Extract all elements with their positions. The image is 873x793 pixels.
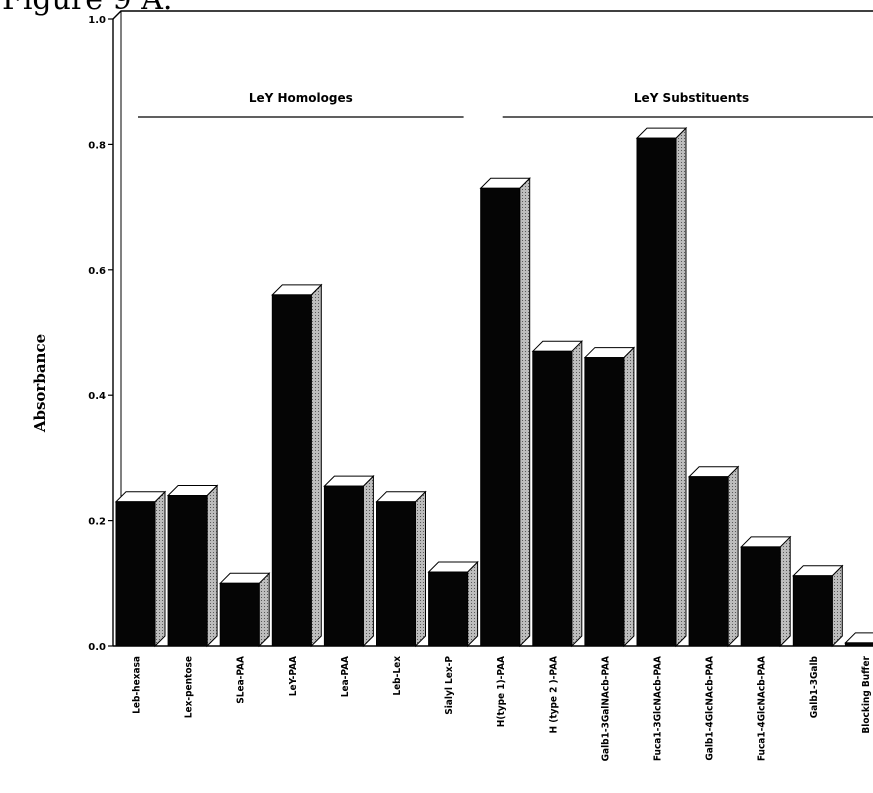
bar-front <box>167 495 208 647</box>
bar-side <box>519 177 531 648</box>
bar-front <box>271 294 312 647</box>
bar-front <box>740 546 781 647</box>
bar-front <box>115 501 156 647</box>
chart-top-edge <box>112 10 873 20</box>
bar <box>792 564 844 648</box>
bar-side <box>362 474 374 648</box>
group-annotations: LeY Homologes LeY Substituents <box>138 91 873 118</box>
figure-label: Figure 9 A. <box>2 0 172 17</box>
bar-side <box>310 283 322 648</box>
x-tick-label: H (type 2 )-PAA <box>548 656 559 733</box>
x-tick-label: SLea-PAA <box>236 656 247 704</box>
x-tick-label: Leb-hexasa <box>132 656 143 714</box>
bar <box>844 632 873 647</box>
group-label: LeY Homologes <box>249 91 353 105</box>
group-annotation: LeY Homologes <box>138 91 464 118</box>
y-tick-label: 0.2 <box>88 517 106 528</box>
y-axis: 0.0 0.2 0.4 0.6 0.8 1.0 <box>88 15 113 653</box>
bar-side <box>467 560 479 648</box>
x-tick-label: Blocking Buffer <box>861 655 872 733</box>
bar-front <box>584 357 625 647</box>
x-tick-label: Leb-Lex <box>392 656 403 696</box>
bar-top <box>844 632 873 644</box>
bar-side <box>154 490 166 648</box>
bar <box>479 177 531 648</box>
bar-side <box>415 490 426 648</box>
bar-side <box>623 346 635 648</box>
bar <box>427 560 479 648</box>
group-label: LeY Substituents <box>634 91 749 105</box>
bar-front <box>532 350 573 647</box>
x-tick-label: Fuca1-4GlcNAcb-PAA <box>757 656 768 761</box>
bar-front <box>428 571 469 647</box>
bar-side <box>831 564 843 648</box>
bar-side <box>206 484 218 648</box>
x-tick-label: Lea-PAA <box>340 656 351 697</box>
y-axis-label: Absorbance <box>31 334 49 433</box>
bar <box>114 490 167 648</box>
bar <box>323 474 375 648</box>
bar <box>166 484 219 648</box>
bar-front <box>688 476 729 647</box>
bar <box>739 535 792 648</box>
bar <box>218 572 271 648</box>
x-tick-label: Galb1-3GalNAcb-PAA <box>600 656 611 761</box>
bar-side <box>675 126 687 648</box>
x-tick-label: Fuca1-3GlcNAcb-PAA <box>653 656 664 761</box>
y-tick-label: 0.4 <box>88 391 106 402</box>
x-axis-labels: Leb-hexasa Lex-pentose SLea-PAA LeY-PAA Lea-… <box>132 655 872 761</box>
x-tick-label: Galb1-4GlcNAcb-PAA <box>705 656 716 761</box>
bar-front <box>376 501 416 647</box>
x-tick-label: Galb1-3Galb <box>809 655 820 718</box>
bar-front <box>219 582 260 647</box>
bars <box>114 126 873 648</box>
bar <box>687 465 740 648</box>
y-tick-label: 1.0 <box>88 15 106 26</box>
bar <box>531 340 584 648</box>
bar-front <box>792 575 833 647</box>
x-tick-label: LeY-PAA <box>288 656 299 696</box>
bar-side <box>779 535 791 648</box>
bar-front <box>480 187 521 647</box>
bar <box>635 126 688 648</box>
group-annotation: LeY Substituents <box>502 91 873 118</box>
y-tick-label: 0.0 <box>88 642 106 653</box>
bar-front <box>844 642 873 647</box>
bar <box>271 283 323 648</box>
y-tick-label: 0.8 <box>88 140 106 151</box>
x-tick-label: H(type 1)-PAA <box>496 656 507 727</box>
x-tick-label: Lex-pentose <box>184 656 195 718</box>
bar <box>583 346 636 648</box>
x-tick-label: Sialyl Lex-P <box>444 656 455 715</box>
bar-side <box>727 465 739 648</box>
y-tick-label: 0.6 <box>88 266 106 277</box>
bar-front <box>636 137 677 647</box>
bar-side <box>258 572 270 648</box>
bar <box>375 490 427 648</box>
bar-front <box>323 485 364 647</box>
bar-side <box>571 340 583 648</box>
